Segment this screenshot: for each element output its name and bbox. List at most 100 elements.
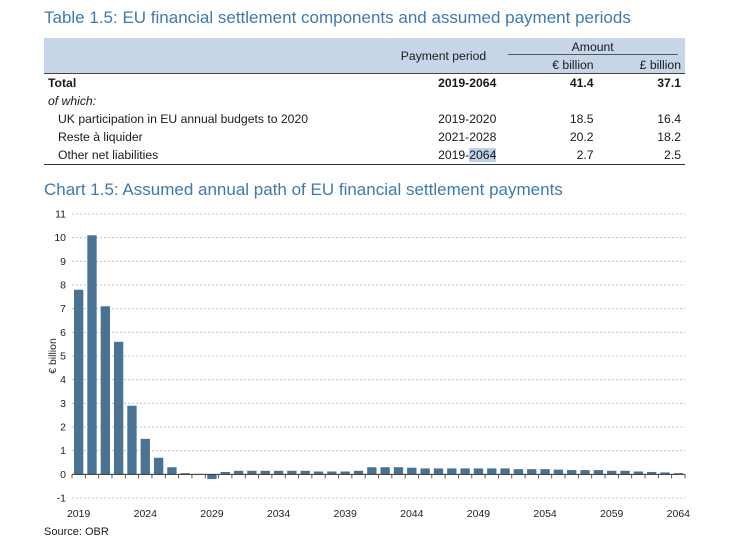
y-tick-label: 3 [60, 398, 66, 410]
y-tick-label: 11 [55, 209, 66, 221]
y-tick-label: 4 [60, 374, 66, 386]
bar-2045 [420, 468, 430, 475]
y-tick-label: 5 [60, 351, 66, 363]
table-header-row: Payment period Amount [44, 38, 685, 74]
settlement-table: Payment period Amount € billion £ billio… [44, 38, 685, 165]
row-label: Reste à liquider [58, 130, 143, 144]
y-tick-label: -1 [57, 493, 66, 505]
total-gbp: 37.1 [597, 73, 685, 92]
bar-2027 [180, 473, 190, 475]
table-row-of-which: of which: [44, 92, 685, 110]
x-tick-label: 2029 [200, 508, 224, 520]
bar-2053 [527, 469, 537, 475]
bar-2034 [273, 470, 284, 475]
bar-2059 [607, 470, 617, 475]
x-tick-label: 2024 [134, 508, 158, 520]
bar-2044 [407, 467, 417, 475]
row-label: Other net liabilities [44, 146, 387, 165]
bar-2061 [633, 471, 644, 475]
total-label: Total [44, 73, 387, 92]
table-row: UK participation in EU annual budgets to… [44, 110, 685, 128]
y-tick-label: 1 [60, 445, 66, 457]
selected-text-highlight[interactable]: 2064 [469, 148, 497, 162]
y-axis-label: € billion [47, 338, 59, 374]
bar-2019 [73, 289, 84, 475]
of-which-label: of which: [48, 94, 97, 108]
x-tick-label: 2019 [67, 508, 91, 520]
bar-2052 [513, 469, 524, 475]
x-tick-label: 2034 [267, 508, 291, 520]
bar-2037 [313, 471, 324, 475]
header-eur: € billion [500, 56, 598, 74]
row-eur: 20.2 [569, 130, 594, 144]
x-tick-label: 2044 [400, 508, 424, 520]
x-tick-label: 2054 [533, 508, 557, 520]
x-tick-label: 2049 [467, 508, 491, 520]
y-tick-label: 6 [60, 327, 66, 339]
bar-2051 [500, 468, 510, 475]
row-period: 2019-2020 [438, 112, 497, 126]
bar-2025 [153, 457, 164, 475]
bar-2035 [287, 470, 297, 475]
total-eur: 41.4 [500, 73, 598, 92]
bar-2042 [380, 467, 390, 475]
chart-title: Chart 1.5: Assumed annual path of EU fin… [44, 180, 563, 199]
bar-2038 [327, 471, 337, 475]
bar-2060 [620, 470, 630, 475]
bar-2063 [660, 472, 670, 475]
table-row: Other net liabilities 2019-2064 2.7 2.5 [44, 146, 685, 165]
row-eur: 18.5 [569, 112, 594, 126]
row-period: 2019-2064 [386, 146, 501, 165]
table-title: Table 1.5: EU financial settlement compo… [44, 8, 631, 27]
table-row: Reste à liquider 2021-2028 20.2 18.2 [44, 128, 685, 146]
row-gbp: 2.5 [597, 146, 685, 165]
bar-2029 [207, 474, 217, 480]
x-tick-label: 2059 [600, 508, 624, 520]
header-payment-period: Payment period [386, 38, 501, 74]
bar-2058 [593, 470, 604, 475]
header-gbp: £ billion [597, 56, 685, 74]
bar-2033 [260, 470, 270, 475]
bar-2020 [87, 235, 97, 475]
x-tick-label: 2064 [667, 508, 691, 520]
bar-2043 [393, 467, 404, 475]
bar-2021 [100, 306, 110, 475]
bar-2056 [567, 470, 577, 475]
row-gbp: 16.4 [657, 112, 681, 126]
bar-2055 [553, 469, 564, 475]
bar-2030 [220, 471, 230, 475]
bar-2062 [647, 471, 657, 475]
chart-source: Source: OBR [44, 526, 109, 538]
bar-2049 [473, 468, 484, 475]
bar-2057 [580, 470, 590, 475]
table-subheader-row: € billion £ billion [44, 56, 685, 74]
bar-2039 [340, 471, 350, 475]
bar-2024 [140, 438, 150, 475]
bar-2022 [113, 341, 124, 475]
total-period: 2019-2064 [386, 73, 501, 92]
row-period: 2021-2028 [438, 130, 497, 144]
bar-2040 [353, 470, 364, 475]
bar-2026 [167, 467, 177, 475]
bar-2050 [487, 468, 497, 475]
x-tick-label: 2039 [334, 508, 358, 520]
bar-2064 [673, 473, 684, 475]
bar-2046 [433, 468, 444, 475]
bar-2031 [233, 470, 244, 475]
y-tick-label: 2 [60, 422, 66, 434]
bar-2032 [247, 470, 257, 475]
header-amount: Amount [500, 38, 685, 56]
bar-2054 [540, 469, 550, 475]
y-tick-label: 9 [60, 256, 66, 268]
bar-2048 [460, 468, 470, 475]
row-gbp: 18.2 [657, 130, 681, 144]
bar-2023 [127, 405, 137, 475]
bar-2047 [447, 468, 457, 475]
bar-chart: -1 0 1 2 3 4 5 6 7 8 9 10 11 € billion 2019 2024 2029 203… [47, 209, 691, 521]
y-tick-label: 7 [60, 303, 66, 315]
y-tick-label: 0 [60, 469, 66, 481]
table-row-total: Total 2019-2064 41.4 37.1 [44, 73, 685, 92]
y-tick-label: 10 [54, 232, 66, 244]
row-eur: 2.7 [500, 146, 598, 165]
y-tick-label: 8 [60, 280, 66, 292]
